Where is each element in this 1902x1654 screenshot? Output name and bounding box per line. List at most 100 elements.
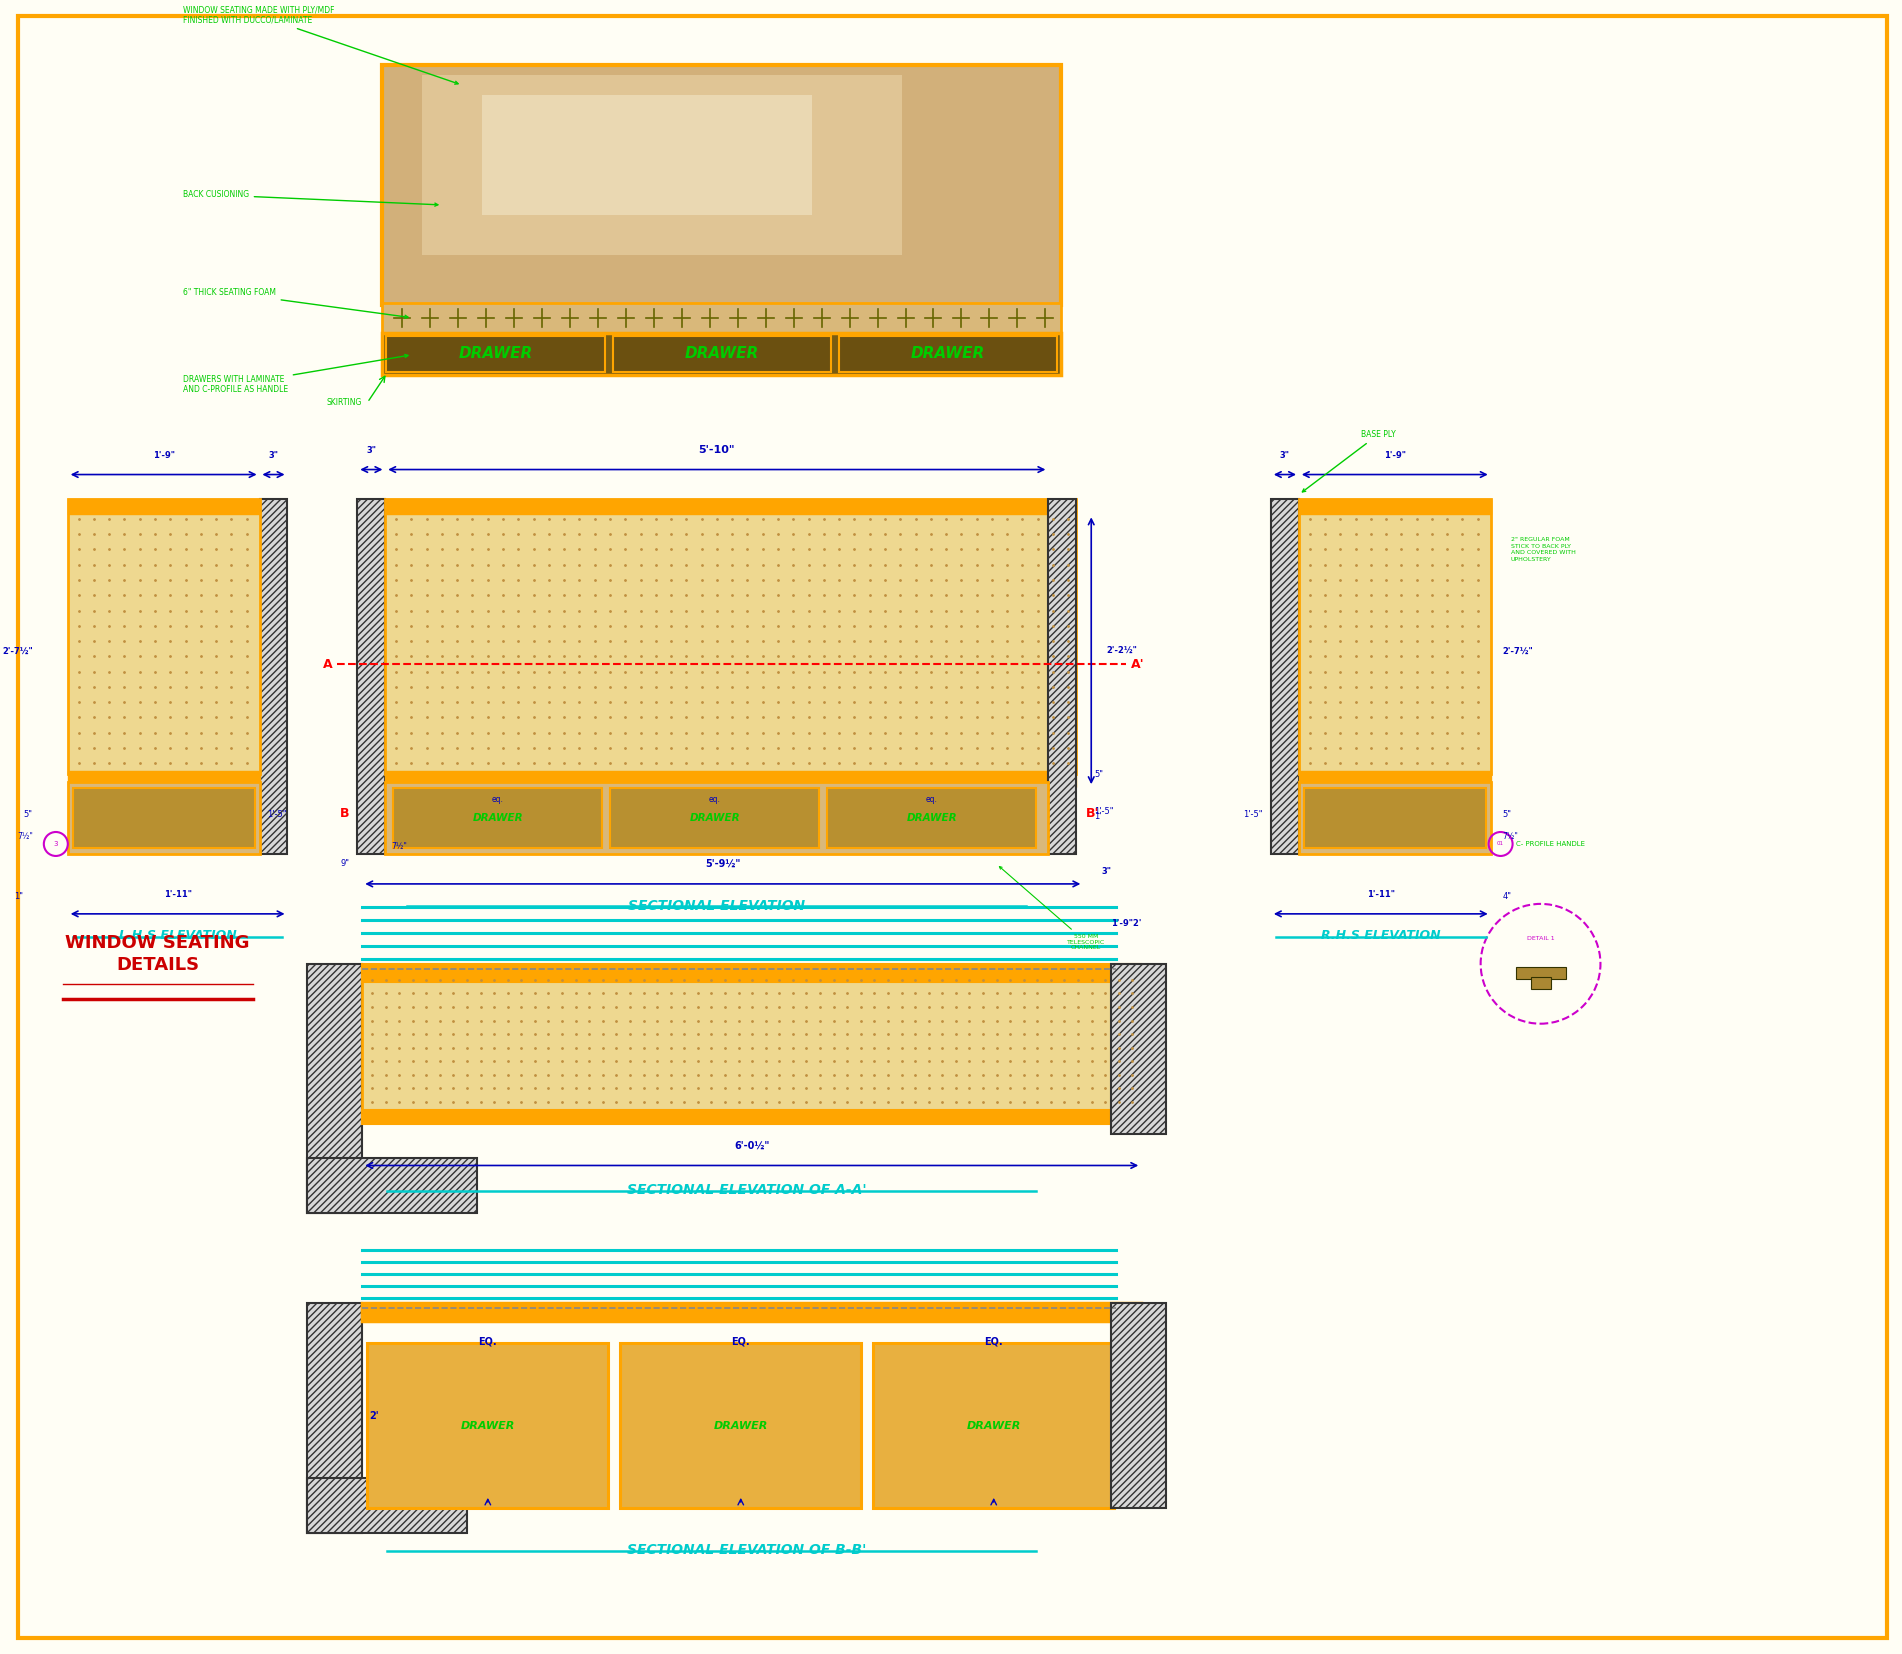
Text: 1'-5": 1'-5" [1244, 810, 1263, 819]
Text: eq.: eq. [926, 794, 938, 804]
Text: BACK CUSIONING: BACK CUSIONING [183, 190, 437, 207]
Bar [1111, 964, 1166, 1133]
Bar [386, 500, 1077, 514]
Bar [839, 336, 1058, 372]
Text: 1'-9"2': 1'-9"2' [1111, 920, 1141, 928]
Bar [367, 1343, 609, 1508]
Bar [363, 973, 1141, 1111]
Text: DRAWER: DRAWER [911, 346, 985, 361]
Text: DRAWER: DRAWER [907, 814, 957, 824]
Text: SKIRTING: SKIRTING [327, 399, 363, 407]
Text: 3": 3" [1280, 450, 1290, 460]
Text: 1': 1' [1094, 812, 1101, 820]
Text: SECTIONAL ELEVATION: SECTIONAL ELEVATION [628, 898, 805, 913]
Text: R.H.S ELEVATION: R.H.S ELEVATION [1322, 930, 1440, 941]
Bar [72, 787, 255, 849]
Text: 5": 5" [1503, 810, 1512, 819]
Text: 5'-9½": 5'-9½" [706, 858, 740, 868]
Bar [68, 782, 259, 853]
Text: 1'-9": 1'-9" [1385, 450, 1406, 460]
Text: 1'-5": 1'-5" [1094, 807, 1115, 815]
Bar [386, 782, 1048, 853]
Bar [358, 500, 386, 853]
Bar [1271, 500, 1299, 853]
Text: 1": 1" [13, 892, 23, 901]
Bar [308, 1303, 363, 1533]
Text: DRAWER: DRAWER [685, 346, 759, 361]
Bar [1305, 787, 1485, 849]
Text: 1'-5": 1'-5" [268, 810, 287, 819]
Bar [382, 65, 1061, 304]
Text: 2'-7½": 2'-7½" [1503, 647, 1533, 655]
Text: WINDOW SEATING MADE WITH PLY/MDF
FINISHED WITH DUCCO/LAMINATE: WINDOW SEATING MADE WITH PLY/MDF FINISHE… [183, 5, 458, 84]
Text: 2'-2½": 2'-2½" [1107, 647, 1137, 655]
Text: 5": 5" [25, 810, 32, 819]
Text: C- PROFILE HANDLE: C- PROFILE HANDLE [1516, 840, 1584, 847]
Bar [382, 303, 1061, 332]
Text: 7½": 7½" [17, 832, 32, 840]
Bar [1048, 500, 1077, 853]
Text: 3": 3" [367, 445, 377, 455]
Text: DETAIL 1: DETAIL 1 [1527, 936, 1554, 941]
Text: 7½": 7½" [1503, 832, 1518, 840]
Bar [308, 964, 363, 1214]
Bar [827, 787, 1037, 849]
Bar [259, 500, 287, 853]
Text: A': A' [1132, 658, 1145, 672]
Bar [68, 771, 259, 787]
Text: 01: 01 [1497, 842, 1504, 847]
Text: EQ.: EQ. [479, 1336, 496, 1346]
Text: DRAWER: DRAWER [966, 1421, 1021, 1431]
Bar [394, 787, 603, 849]
Text: 6" THICK SEATING FOAM: 6" THICK SEATING FOAM [183, 288, 409, 318]
Text: 2'-7½": 2'-7½" [2, 647, 32, 655]
Bar [386, 500, 1077, 774]
Text: 3": 3" [1101, 867, 1111, 877]
Text: 2" REGULAR FOAM
STICK TO BACK PLY
AND COVERED WITH
UPHOLSTERY: 2" REGULAR FOAM STICK TO BACK PLY AND CO… [1510, 538, 1575, 562]
Bar [1299, 782, 1491, 853]
Text: SECTIONAL ELEVATION OF B-B': SECTIONAL ELEVATION OF B-B' [628, 1543, 867, 1556]
Text: WINDOW SEATING
DETAILS: WINDOW SEATING DETAILS [65, 935, 249, 974]
Text: EQ.: EQ. [985, 1336, 1002, 1346]
Text: 5'-10": 5'-10" [698, 445, 734, 455]
Text: DRAWER: DRAWER [713, 1421, 768, 1431]
Text: 5": 5" [1094, 771, 1103, 779]
Text: 9": 9" [340, 858, 350, 868]
Text: SECTIONAL ELEVATION OF A-A': SECTIONAL ELEVATION OF A-A' [628, 1184, 867, 1197]
Bar [1299, 771, 1491, 787]
Text: DRAWER: DRAWER [460, 1421, 515, 1431]
Bar [612, 336, 831, 372]
Bar [363, 1303, 1141, 1322]
Text: 7½": 7½" [392, 842, 407, 850]
Bar [1299, 500, 1491, 514]
Text: L.H.S ELEVATION: L.H.S ELEVATION [118, 930, 236, 941]
Bar [873, 1343, 1115, 1508]
Bar [363, 964, 1141, 982]
Bar [386, 336, 605, 372]
Bar [611, 787, 820, 849]
Text: B: B [340, 807, 350, 819]
Bar [382, 332, 1061, 375]
Text: 550 MM
TELESCOPIC
CHANNEL: 550 MM TELESCOPIC CHANNEL [999, 867, 1105, 951]
Bar [620, 1343, 862, 1508]
Text: DRAWER: DRAWER [690, 814, 740, 824]
Bar [386, 771, 1077, 787]
Bar [1516, 968, 1565, 979]
Text: BASE PLY: BASE PLY [1303, 430, 1396, 491]
Text: eq.: eq. [493, 794, 504, 804]
Text: 2': 2' [369, 1411, 378, 1421]
Bar [422, 74, 902, 255]
Text: EQ.: EQ. [732, 1336, 749, 1346]
Text: DRAWER: DRAWER [472, 814, 523, 824]
Text: 3": 3" [268, 450, 278, 460]
Bar [68, 500, 259, 514]
Bar [363, 1110, 1141, 1123]
Bar [308, 1158, 477, 1214]
Text: 6'-0½": 6'-0½" [734, 1141, 770, 1151]
Text: DRAWERS WITH LAMINATE
AND C-PROFILE AS HANDLE: DRAWERS WITH LAMINATE AND C-PROFILE AS H… [183, 354, 409, 394]
Text: 3: 3 [53, 840, 59, 847]
Bar [308, 1479, 468, 1533]
Text: 1'-11": 1'-11" [1368, 890, 1394, 898]
Text: 1'-9": 1'-9" [152, 450, 175, 460]
Bar [483, 96, 812, 215]
